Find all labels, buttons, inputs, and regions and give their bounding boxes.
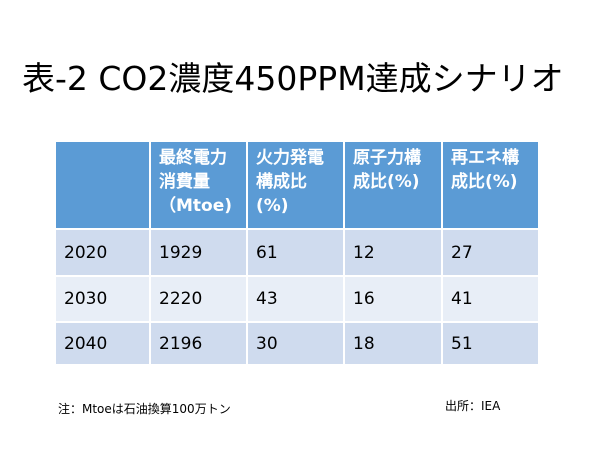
- table-cell: 16: [343, 275, 443, 323]
- table-cell: 2040: [54, 321, 151, 366]
- table-cell: 2020: [54, 228, 151, 277]
- header-cell: 火力発電構成比(%): [246, 140, 345, 230]
- table-cell: 30: [246, 321, 345, 366]
- table-header-row: 最終電力消費量（Mtoe) 火力発電構成比(%) 原子力構成比(%) 再エネ構成…: [54, 140, 540, 230]
- header-cell: [54, 140, 151, 230]
- table-cell: 18: [343, 321, 443, 366]
- header-cell: 原子力構成比(%): [343, 140, 443, 230]
- table-row: 2040 2196 30 18 51: [54, 321, 540, 366]
- table-cell: 27: [441, 228, 540, 277]
- table-cell: 41: [441, 275, 540, 323]
- table-cell: 51: [441, 321, 540, 366]
- scenario-table: 最終電力消費量（Mtoe) 火力発電構成比(%) 原子力構成比(%) 再エネ構成…: [54, 140, 540, 366]
- table-cell: 2220: [149, 275, 248, 323]
- table-cell: 2196: [149, 321, 248, 366]
- slide-title: 表-2 CO2濃度450PPM達成シナリオ: [22, 59, 564, 98]
- table-cell: 2030: [54, 275, 151, 323]
- footnote: 注：Mtoeは石油換算100万トン: [58, 402, 231, 416]
- table-row: 2020 1929 61 12 27: [54, 228, 540, 277]
- header-cell: 最終電力消費量（Mtoe): [149, 140, 248, 230]
- source-label: 出所：IEA: [445, 399, 501, 413]
- table-cell: 1929: [149, 228, 248, 277]
- table-cell: 61: [246, 228, 345, 277]
- header-cell: 再エネ構成比(%): [441, 140, 540, 230]
- table-row: 2030 2220 43 16 41: [54, 275, 540, 323]
- table-cell: 43: [246, 275, 345, 323]
- table-cell: 12: [343, 228, 443, 277]
